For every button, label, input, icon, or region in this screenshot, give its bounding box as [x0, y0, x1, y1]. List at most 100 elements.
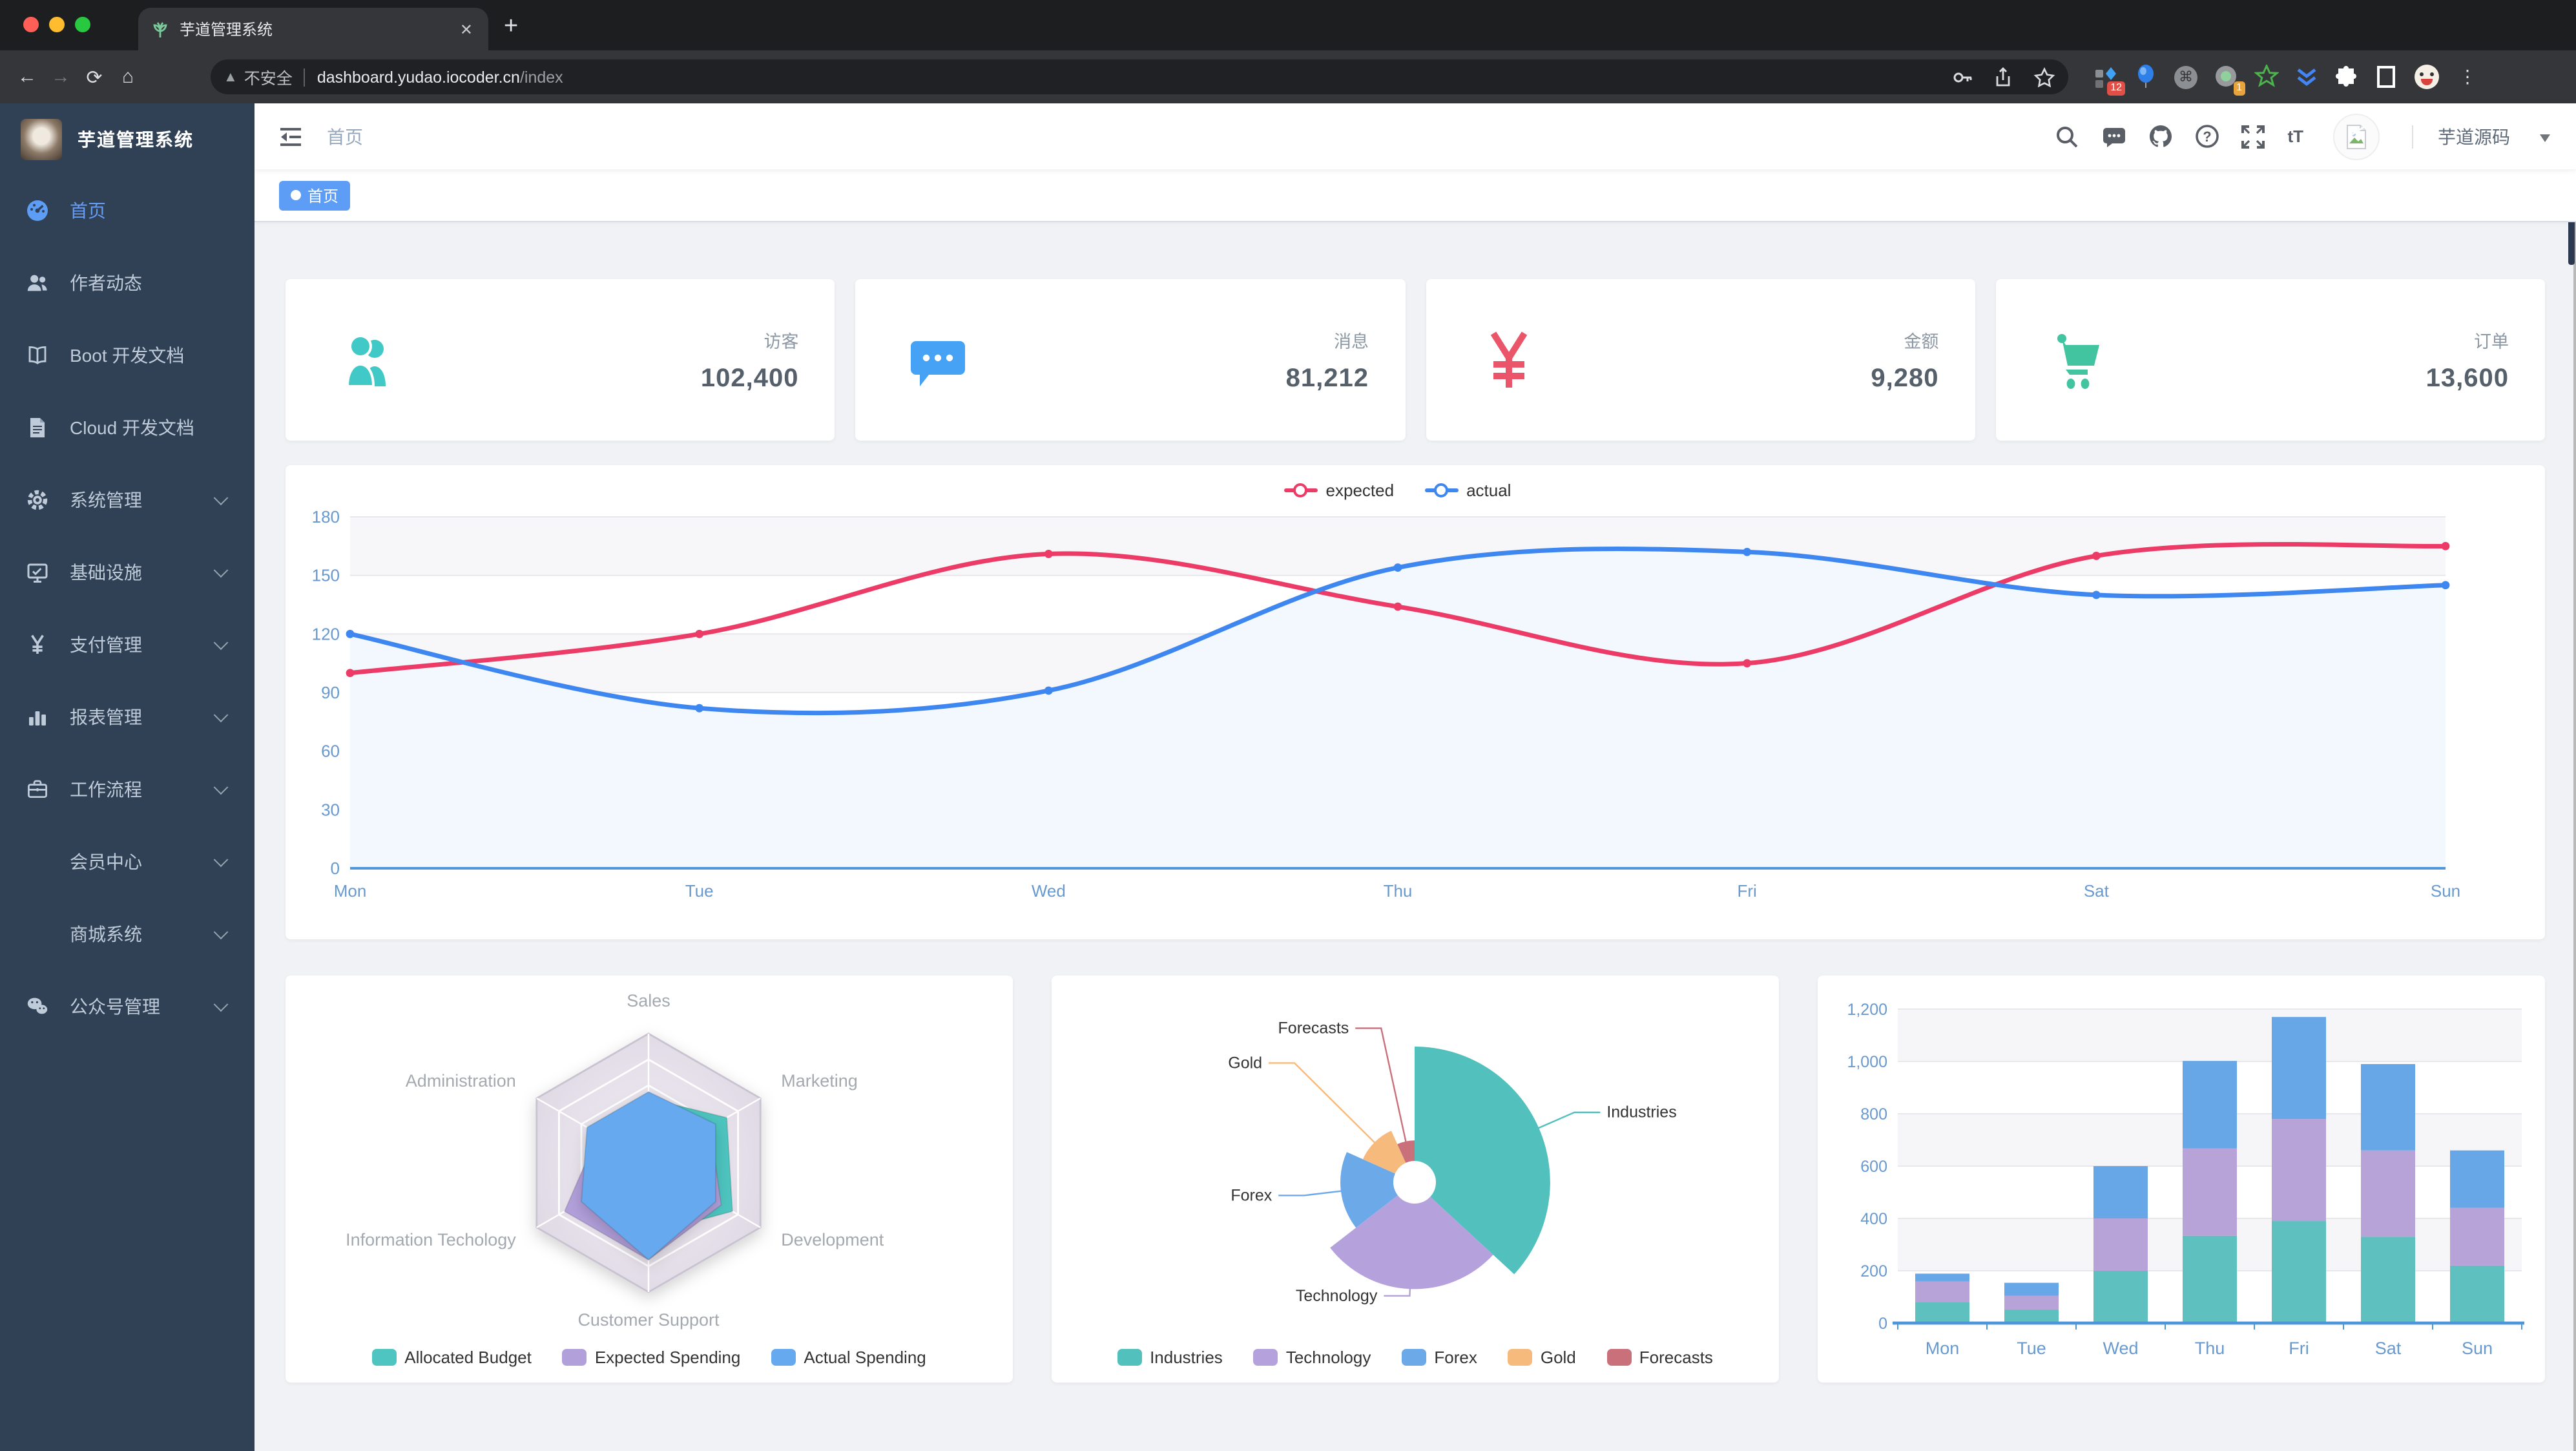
help-icon[interactable]: ?: [2194, 124, 2219, 149]
extension-balloon-icon[interactable]: [2133, 64, 2159, 90]
monitor-icon: [27, 563, 48, 583]
sidebar-item-报表管理[interactable]: 报表管理: [0, 681, 254, 753]
stacked-bar-chart[interactable]: Mon Tue Wed Thu Fri Sat Sun 0 200 400 600 800 1,000 1…: [1818, 976, 2545, 1383]
user-dropdown-caret-icon[interactable]: [2540, 134, 2550, 142]
stat-value: 9,280: [1871, 364, 1939, 392]
extension-chevrons-icon[interactable]: [2293, 64, 2319, 90]
stat-label: 访客: [763, 331, 799, 351]
line-chart[interactable]: 0 30 60 90 120 150 180 Mon Tue Wed Thu Fri Sat Sun: [286, 465, 2545, 939]
message-icon[interactable]: [2101, 124, 2126, 149]
legend-label: Technology: [1285, 1348, 1371, 1367]
legend-chip: [372, 1349, 397, 1366]
chevron-down-icon: [213, 997, 229, 1012]
stat-card-访客[interactable]: 访客 102,400: [286, 279, 835, 441]
sidebar-item-商城系统[interactable]: 商城系统: [0, 898, 254, 970]
page-scrollbar-track[interactable]: [2573, 103, 2576, 1451]
legend-label: Gold: [1540, 1348, 1576, 1367]
browser-tab-strip: 芋道管理系统 ✕ +: [0, 0, 2576, 50]
url-path: /index: [519, 68, 563, 86]
search-icon[interactable]: [2055, 124, 2079, 149]
svg-text:150: 150: [312, 566, 340, 585]
radar-chart[interactable]: Sales Marketing Development Customer Suppor…: [286, 976, 1013, 1383]
gear-icon: [27, 490, 48, 510]
github-icon[interactable]: [2148, 124, 2172, 149]
sidebar-item-label: Boot 开发文档: [70, 345, 185, 366]
new-tab-button[interactable]: +: [504, 13, 519, 40]
security-label[interactable]: 不安全: [244, 70, 293, 88]
back-button[interactable]: ←: [17, 66, 37, 88]
sidebar-item-首页[interactable]: 首页: [0, 174, 254, 247]
sidebar-logo-row[interactable]: 芋道管理系统: [0, 103, 254, 174]
sidebar-item-会员中心[interactable]: 会员中心: [0, 826, 254, 898]
extension-command-icon[interactable]: ⌘: [2173, 64, 2199, 90]
stat-card-金额[interactable]: 金额 9,280: [1426, 279, 1975, 441]
extension-green-star-icon[interactable]: [2253, 64, 2279, 90]
legend-item-actual[interactable]: actual: [1425, 481, 1511, 500]
stat-label: 消息: [1334, 331, 1369, 351]
svg-text:800: 800: [1860, 1105, 1887, 1123]
sidebar-item-工作流程[interactable]: 工作流程: [0, 753, 254, 826]
legend-label: Expected Spending: [594, 1348, 741, 1367]
extension-tag-manager-icon[interactable]: 12: [2093, 64, 2125, 95]
legend-item-industries[interactable]: Industries: [1117, 1348, 1223, 1367]
reload-button[interactable]: ⟳: [86, 67, 103, 89]
legend-item-forex[interactable]: Forex: [1402, 1348, 1477, 1367]
browser-tab[interactable]: 芋道管理系统 ✕: [138, 8, 488, 50]
svg-text:Sat: Sat: [2084, 881, 2110, 901]
sidebar-item-label: Cloud 开发文档: [70, 417, 194, 438]
breadcrumb[interactable]: 首页: [327, 126, 363, 147]
address-bar[interactable]: ▲ 不安全 dashboard.yudao.iocoder.cn /index: [211, 59, 2068, 94]
stat-value: 102,400: [700, 364, 799, 392]
share-icon[interactable]: [1993, 67, 2013, 87]
pie-chart[interactable]: Industries Technology Forex Gold Forecasts: [1052, 976, 1779, 1383]
svg-text:Tue: Tue: [2017, 1339, 2046, 1358]
svg-text:Tue: Tue: [685, 881, 714, 901]
svg-text:90: 90: [321, 683, 340, 702]
svg-text:0: 0: [1878, 1315, 1887, 1333]
svg-text:Sat: Sat: [2375, 1339, 2402, 1358]
stat-card-订单[interactable]: 订单 13,600: [1995, 279, 2545, 441]
user-avatar[interactable]: [2333, 113, 2380, 160]
extensions-puzzle-icon[interactable]: [2333, 64, 2359, 90]
stat-card-消息[interactable]: 消息 81,212: [855, 279, 1405, 441]
svg-text:180: 180: [312, 507, 340, 527]
broken-image-icon: [2347, 124, 2366, 149]
sidebar-item-支付管理[interactable]: 支付管理: [0, 609, 254, 681]
legend-item-gold[interactable]: Gold: [1508, 1348, 1576, 1367]
password-key-icon[interactable]: [1952, 67, 1973, 87]
browser-menu-icon[interactable]: ⋮: [2458, 66, 2477, 87]
font-size-icon[interactable]: tT: [2287, 127, 2303, 146]
extension-badge: 1: [2233, 81, 2245, 95]
legend-item-technology[interactable]: Technology: [1253, 1348, 1371, 1367]
fullscreen-icon[interactable]: [2241, 124, 2265, 149]
svg-text:Customer Support: Customer Support: [577, 1310, 720, 1330]
sidebar-item-boot-开发文档[interactable]: Boot 开发文档: [0, 319, 254, 391]
tag-home[interactable]: 首页: [279, 180, 351, 210]
extension-sidebar-icon[interactable]: [2373, 64, 2399, 90]
legend-item-allocated-budget[interactable]: Allocated Budget: [372, 1348, 532, 1367]
sidebar-item-cloud-开发文档[interactable]: Cloud 开发文档: [0, 391, 254, 464]
macos-zoom-button[interactable]: [75, 17, 90, 32]
legend-item-expected-spending[interactable]: Expected Spending: [562, 1348, 741, 1367]
bookmark-star-icon[interactable]: [2033, 67, 2055, 87]
profile-avatar-icon[interactable]: [2413, 64, 2439, 90]
extension-recorder-icon[interactable]: 1: [2213, 64, 2245, 95]
sidebar-collapse-icon[interactable]: [278, 125, 304, 148]
macos-close-button[interactable]: [23, 17, 39, 32]
sidebar-item-作者动态[interactable]: 作者动态: [0, 247, 254, 319]
forward-button[interactable]: →: [51, 66, 70, 88]
legend-item-forecasts[interactable]: Forecasts: [1606, 1348, 1713, 1367]
dashboard-content: 访客 102,400 消息 81,212 金额 9,280 订单 13,600 expecte…: [254, 221, 2576, 1451]
legend-line-marker: [1425, 482, 1459, 499]
home-button[interactable]: ⌂: [121, 66, 134, 88]
legend-item-expected[interactable]: expected: [1284, 481, 1394, 500]
tab-close-icon[interactable]: ✕: [459, 20, 473, 38]
username[interactable]: 芋道源码: [2438, 126, 2510, 147]
divider: [2412, 125, 2413, 148]
sidebar-item-系统管理[interactable]: 系统管理: [0, 464, 254, 536]
legend-item-actual-spending[interactable]: Actual Spending: [771, 1348, 926, 1367]
sidebar-item-基础设施[interactable]: 基础设施: [0, 536, 254, 609]
macos-minimize-button[interactable]: [49, 17, 65, 32]
bottom-charts-row: Sales Marketing Development Customer Suppor…: [286, 976, 2545, 1383]
sidebar-item-公众号管理[interactable]: 公众号管理: [0, 970, 254, 1043]
